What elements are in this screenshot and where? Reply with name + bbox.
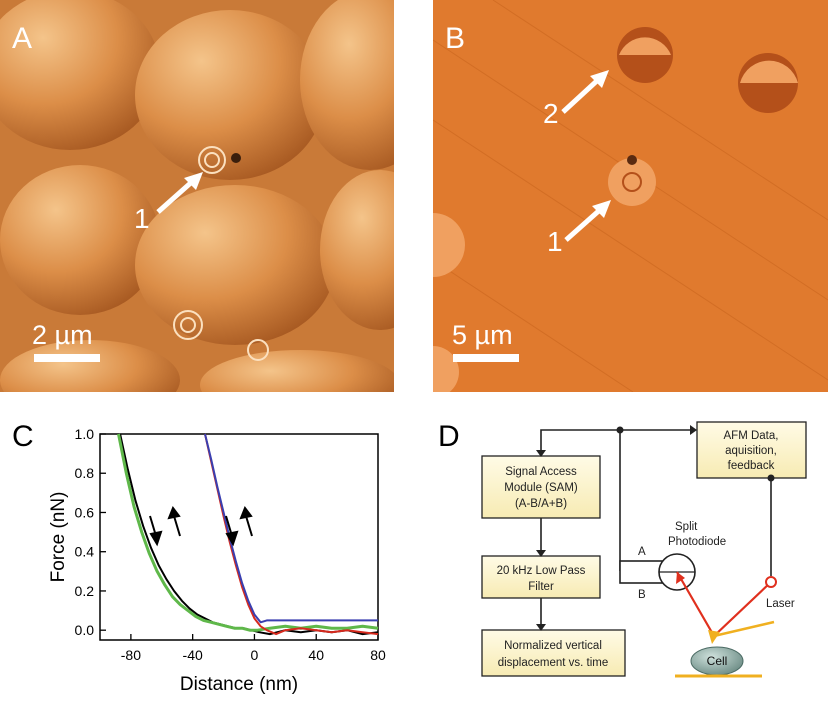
sam-line-1: Signal Access <box>505 466 577 478</box>
panel-d-letter: D <box>438 420 460 453</box>
y-tick-label: 0.6 <box>75 504 95 520</box>
x-tick-label: -40 <box>183 647 203 663</box>
force-distance-chart: -80 -40 0 40 80 0.0 0.2 0.4 0.6 0.8 1.0 Distance (n… <box>48 426 386 695</box>
x-tick-label: 80 <box>370 647 386 663</box>
panel-a-scale-label: 2 µm <box>32 320 93 350</box>
series-line-2 <box>117 433 379 632</box>
arrow-1b <box>564 200 611 242</box>
x-axis-label: Distance (nm) <box>180 674 298 695</box>
label-b: B <box>638 589 646 601</box>
photodiode-line-1: Split <box>675 521 698 533</box>
panel-b-marker-2: 2 <box>543 98 559 129</box>
y-tick-label: 0.0 <box>75 622 95 638</box>
panel-a-marker-1: 1 <box>134 203 150 234</box>
pit-2 <box>617 27 673 83</box>
photodiode-line-2: Photodiode <box>668 536 726 548</box>
pit-bottom <box>433 346 459 392</box>
cantilever <box>713 620 775 638</box>
pit-left <box>433 213 465 277</box>
panel-c-letter: C <box>12 420 34 453</box>
panel-b-image <box>433 0 828 392</box>
sam-line-2: Module (SAM) <box>504 482 578 494</box>
afm-line-2: aquisition, <box>725 445 777 457</box>
vesicles <box>173 146 269 361</box>
afm-setup-diagram: Signal Access Module (SAM) (A-B/A+B) 20 … <box>481 421 807 678</box>
panel-b-scale-bar <box>453 354 519 362</box>
laser-label: Laser <box>766 598 795 610</box>
arrow-1 <box>156 172 203 214</box>
lowpass-line-2: Filter <box>528 581 554 593</box>
x-tick-label: 40 <box>308 647 324 663</box>
afm-line-1: AFM Data, <box>724 430 779 442</box>
afm-line-3: feedback <box>728 460 775 472</box>
panel-a-image <box>0 0 394 392</box>
panel-b-scale-label: 5 µm <box>452 320 513 350</box>
afm-box <box>696 421 807 479</box>
panel-b-marker-1: 1 <box>547 226 563 257</box>
arrowheads <box>536 425 697 631</box>
cell-shapes <box>0 0 394 392</box>
approach-retract-arrows <box>149 505 253 547</box>
pit-1 <box>608 155 656 206</box>
arrow-2 <box>561 70 609 114</box>
plot-frame <box>99 433 379 641</box>
sam-line-3: (A-B/A+B) <box>515 498 567 510</box>
laser-source <box>765 576 777 588</box>
cell-label: Cell <box>707 654 728 668</box>
panel-a-letter: A <box>12 22 33 55</box>
y-axis-label: Force (nN) <box>48 492 69 583</box>
panel-a-scale-bar <box>34 354 100 362</box>
x-tick-label: -80 <box>121 647 141 663</box>
y-tick-label: 1.0 <box>75 426 95 442</box>
label-a: A <box>638 546 646 558</box>
lowpass-line-1: 20 kHz Low Pass <box>497 565 586 577</box>
cantilever-tip <box>708 630 720 644</box>
y-tick-label: 0.4 <box>75 544 95 560</box>
panel-b-letter: B <box>445 22 466 55</box>
y-tick-label: 0.8 <box>75 465 95 481</box>
normalized-line-1: Normalized vertical <box>504 640 602 652</box>
x-tick-label: 0 <box>251 647 259 663</box>
normalized-line-2: displacement vs. time <box>498 657 609 669</box>
series-line-4 <box>204 433 378 624</box>
normalized-box <box>481 629 626 677</box>
y-tick-label: 0.2 <box>75 583 95 599</box>
pit-right <box>738 53 798 113</box>
